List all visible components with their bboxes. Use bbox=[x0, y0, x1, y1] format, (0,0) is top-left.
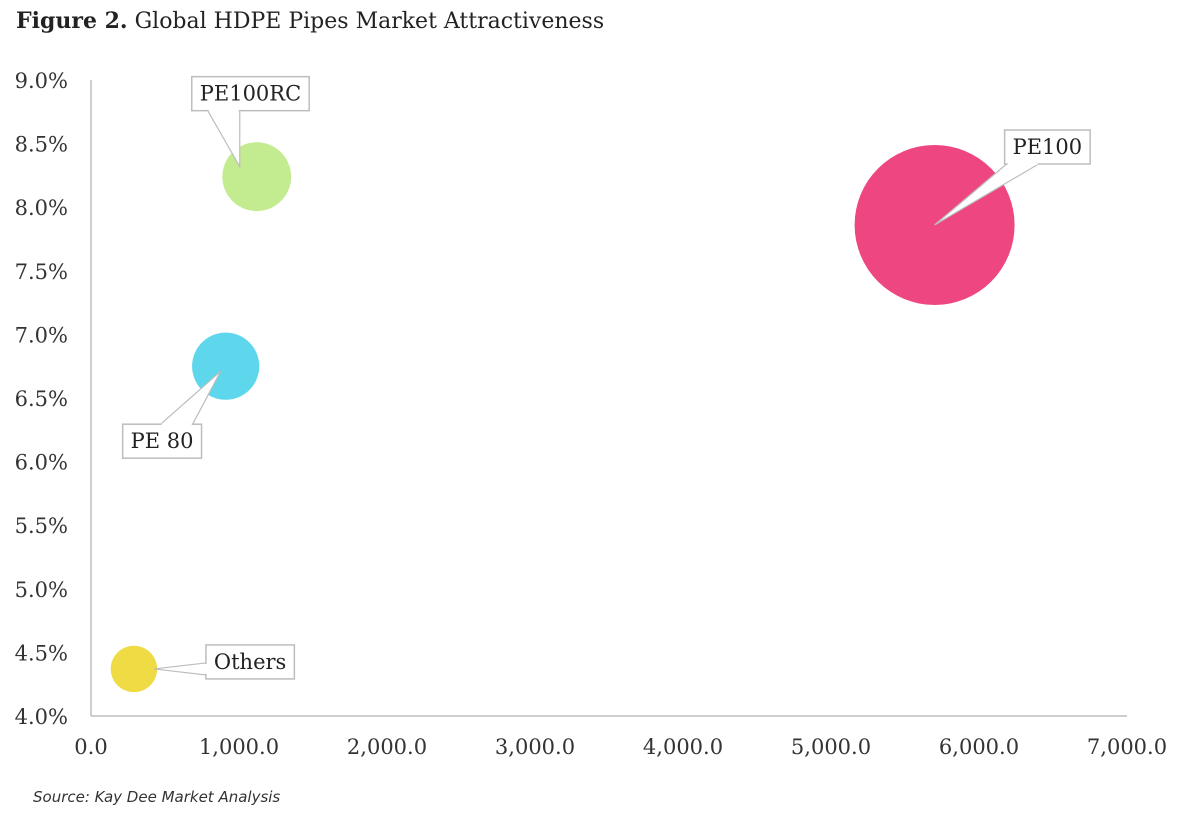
callout-pe-80: PE 80 bbox=[121, 370, 222, 459]
callout-pe100rc: PE100RC bbox=[191, 75, 310, 169]
callout-box bbox=[1003, 129, 1091, 165]
chart-title: Figure 2. Global HDPE Pipes Market Attra… bbox=[16, 8, 604, 34]
y-tick-label: 9.0% bbox=[15, 69, 68, 93]
source-note: Source: Kay Dee Market Analysis bbox=[33, 788, 281, 806]
x-tick-label: 7,000.0 bbox=[1087, 735, 1167, 759]
x-tick-label: 6,000.0 bbox=[939, 735, 1019, 759]
bubble-label: PE100 bbox=[1013, 135, 1083, 159]
callout-layer: PE100RC PE100 PE 80 Others bbox=[121, 75, 1091, 680]
x-tick-label: 1,000.0 bbox=[199, 735, 279, 759]
callout-leader bbox=[206, 110, 241, 169]
figure-label: Figure 2. bbox=[16, 8, 128, 34]
callout-box bbox=[121, 423, 203, 459]
chart-axes: 4.0% 4.5% 5.0% 5.5% 6.0% 6.5% 7.0% 7.5% 8.0% 8.5%… bbox=[15, 69, 1167, 759]
x-tick-label: 3,000.0 bbox=[495, 735, 575, 759]
callout-leader bbox=[154, 662, 207, 676]
bubble-label: PE100RC bbox=[200, 82, 301, 106]
y-tick-label: 8.5% bbox=[15, 133, 68, 157]
y-tick-label: 6.5% bbox=[15, 387, 68, 411]
callout-box bbox=[191, 75, 310, 112]
y-tick-label: 4.0% bbox=[15, 705, 68, 729]
figure-title-text: Global HDPE Pipes Market Attractiveness bbox=[134, 9, 605, 34]
x-tick-label: 4,000.0 bbox=[643, 735, 723, 759]
callout-box bbox=[205, 644, 296, 680]
callout-leader bbox=[159, 370, 222, 425]
y-tick-label: 8.0% bbox=[15, 196, 68, 220]
bubble-others bbox=[110, 645, 158, 693]
callout-pe100: PE100 bbox=[934, 129, 1091, 226]
y-tick-label: 6.0% bbox=[15, 451, 68, 475]
y-tick-label: 4.5% bbox=[15, 641, 68, 665]
y-tick-label: 5.5% bbox=[15, 514, 68, 538]
bubble-label: PE 80 bbox=[131, 429, 194, 453]
y-tick-label: 7.5% bbox=[15, 260, 68, 284]
bubble-label: Others bbox=[214, 650, 286, 674]
bubble-layer bbox=[110, 142, 1015, 693]
x-tick-label: 2,000.0 bbox=[347, 735, 427, 759]
y-tick-label: 5.0% bbox=[15, 578, 68, 602]
y-tick-label: 7.0% bbox=[15, 323, 68, 347]
x-tick-label: 0.0 bbox=[74, 735, 107, 759]
callout-others: Others bbox=[154, 644, 296, 680]
x-tick-label: 5,000.0 bbox=[791, 735, 871, 759]
